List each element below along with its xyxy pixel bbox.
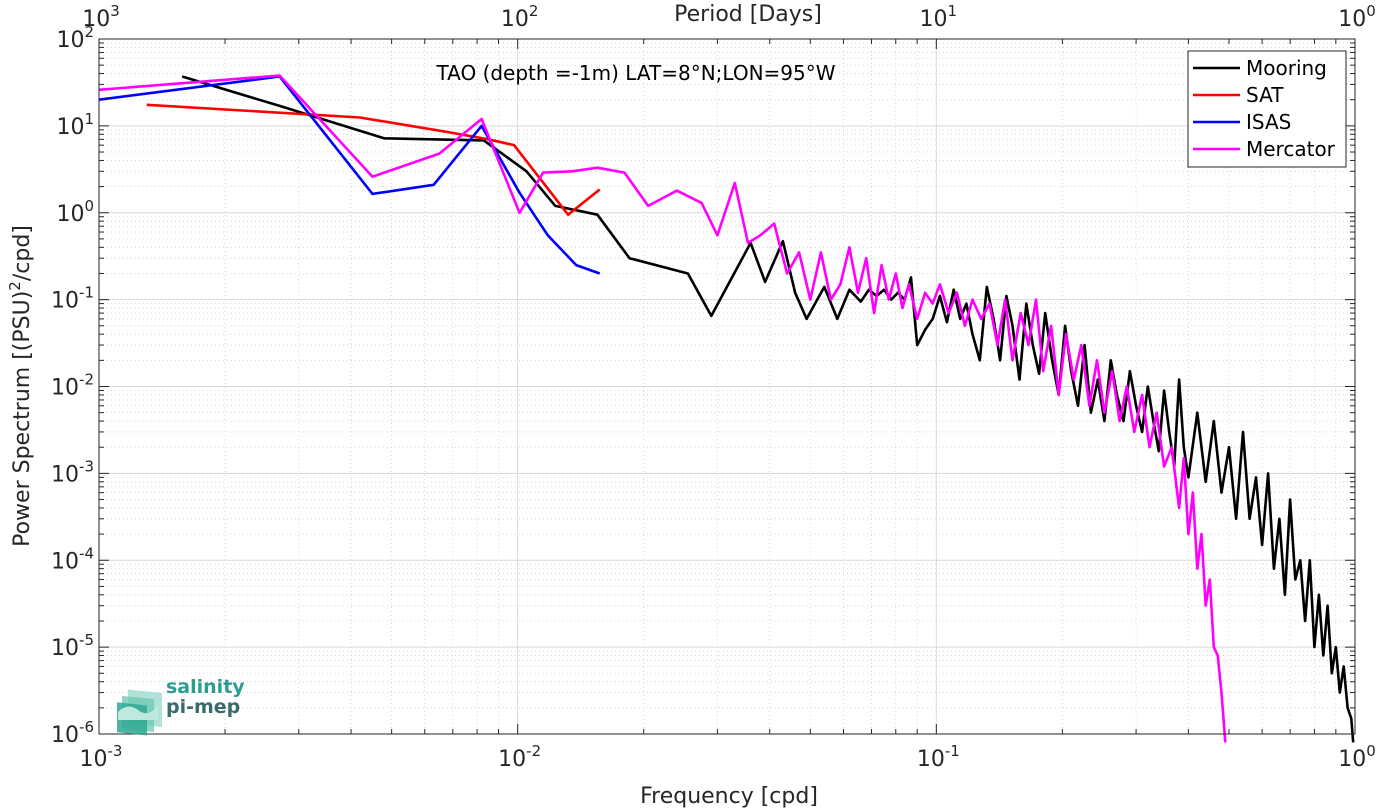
top-tick-label: 103 bbox=[82, 2, 120, 32]
legend-label-mercator: Mercator bbox=[1246, 137, 1336, 161]
y-tick-label: 101 bbox=[56, 110, 94, 140]
legend-box bbox=[1187, 50, 1347, 168]
series-line-mooring bbox=[181, 75, 1355, 743]
y-tick-label: 10-3 bbox=[51, 457, 94, 487]
x-axis-title: Frequency [cpd] bbox=[640, 784, 818, 809]
x-tick-label: 10-3 bbox=[80, 742, 123, 772]
x-tick-label: 10-2 bbox=[498, 742, 541, 772]
top-tick-label: 100 bbox=[1338, 2, 1376, 32]
x-tick-label: 10-1 bbox=[917, 742, 960, 772]
legend-label-mooring: Mooring bbox=[1246, 56, 1327, 80]
y-tick-label: 10-4 bbox=[51, 544, 94, 574]
minor-grid bbox=[99, 39, 1355, 734]
y-axis-title: Power Spectrum [(PSU)2/cpd] bbox=[6, 225, 35, 547]
top-axis-title: Period [Days] bbox=[674, 2, 822, 27]
legend-label-isas: ISAS bbox=[1246, 110, 1291, 134]
salinity-pi-mep-logo: salinity pi-mep bbox=[117, 676, 245, 736]
legend-label-sat: SAT bbox=[1246, 83, 1284, 107]
series-line-mercator bbox=[98, 74, 1227, 743]
y-tick-label: 100 bbox=[56, 197, 94, 227]
x-tick-label: 100 bbox=[1338, 742, 1376, 772]
y-tick-label: 10-1 bbox=[51, 284, 94, 314]
logo-waves-icon bbox=[117, 689, 162, 736]
top-tick-label: 101 bbox=[920, 2, 958, 32]
y-tick-label: 10-2 bbox=[51, 371, 94, 401]
y-tick-label: 10-6 bbox=[51, 718, 94, 748]
series-line-isas bbox=[98, 75, 601, 275]
top-tick-label: 102 bbox=[501, 2, 539, 32]
y-tick-label: 10-5 bbox=[51, 631, 94, 661]
legend: Mooring SAT ISAS Mercator bbox=[1187, 50, 1347, 168]
logo-text-pi-mep: pi-mep bbox=[166, 696, 240, 718]
tick-marks bbox=[98, 38, 1356, 735]
chart-title: TAO (depth =-1m) LAT=8°N;LON=95°W bbox=[435, 61, 835, 85]
series-layer bbox=[98, 74, 1355, 743]
logo-text-salinity: salinity bbox=[166, 676, 245, 698]
y-tick-label: 102 bbox=[56, 23, 94, 53]
